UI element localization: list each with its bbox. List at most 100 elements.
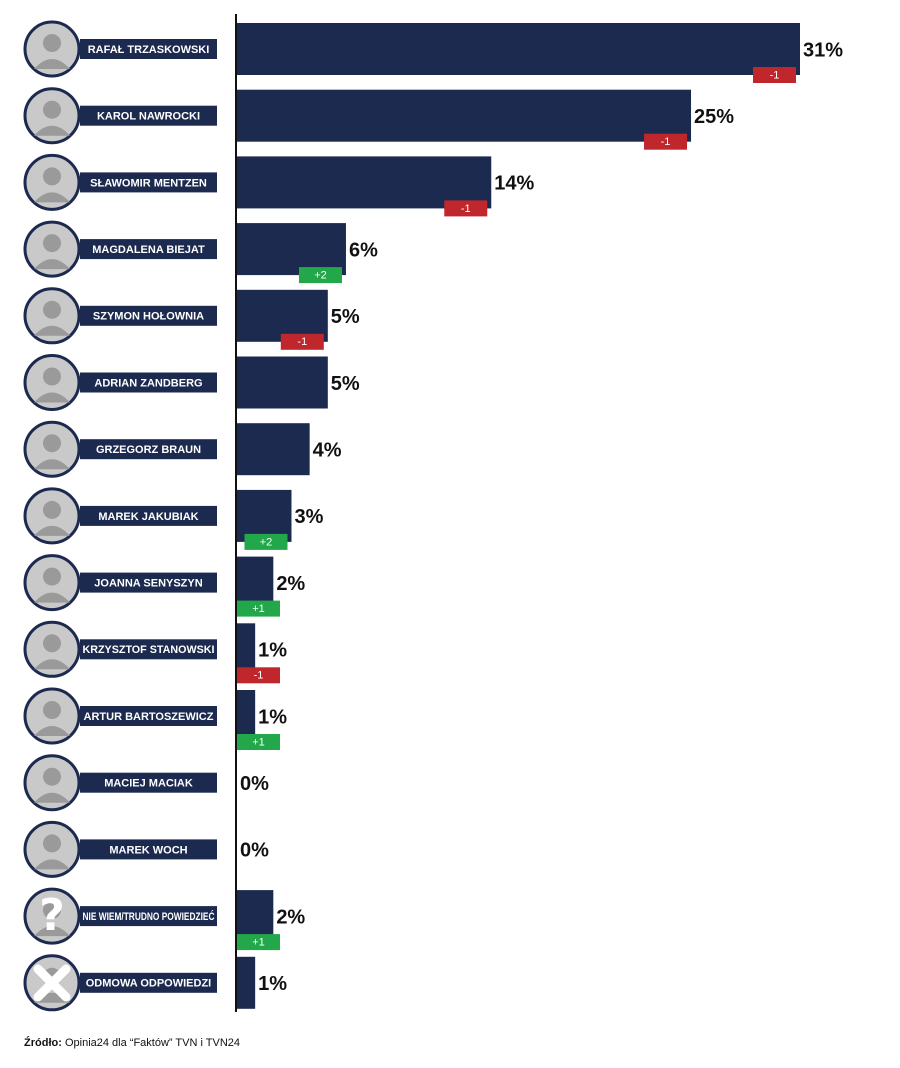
change-label: -1 (461, 203, 471, 215)
avatar-body (34, 659, 70, 670)
bar (237, 556, 274, 609)
name-box (80, 39, 217, 59)
category-label: ADRIAN ZANDBERG (94, 377, 202, 389)
value-label: 2% (276, 573, 305, 595)
name-box (80, 639, 217, 660)
avatar-head (43, 367, 61, 386)
change-label: -1 (297, 336, 307, 348)
avatar-head (43, 634, 61, 653)
category-label: MACIEJ MACIAK (104, 778, 193, 790)
value-label: 5% (331, 306, 360, 328)
change-label: +2 (314, 270, 327, 282)
name-box (80, 972, 217, 993)
change-badge (298, 267, 342, 284)
change-label: +2 (260, 536, 273, 548)
category-label: SZYMON HOŁOWNIA (93, 311, 204, 323)
change-label: +1 (252, 736, 265, 748)
change-label: -1 (661, 136, 671, 148)
value-label: 31% (803, 39, 843, 61)
category-label: ODMOWA ODPOWIEDZI (86, 978, 211, 990)
change-badge (237, 600, 280, 617)
name-box (80, 372, 217, 393)
name-box (80, 105, 217, 126)
bar (237, 223, 346, 276)
change-badge (237, 934, 280, 951)
bar (237, 690, 256, 742)
change-label: -1 (254, 670, 264, 682)
name-box (80, 572, 217, 593)
change-badge (237, 667, 280, 684)
name-box (80, 839, 217, 860)
bar (237, 956, 256, 1009)
avatar-body (34, 726, 70, 736)
avatar-head (43, 434, 61, 453)
source-text: Opinia24 dla “Faktów” TVN i TVN24 (65, 1037, 240, 1049)
avatar-body (34, 392, 70, 403)
category-label: KRZYSZTOF STANOWSKI (83, 644, 215, 656)
change-badge (244, 533, 288, 550)
bar (237, 23, 800, 75)
value-label: 5% (331, 373, 360, 395)
category-label: KAROL NAWROCKI (97, 111, 200, 123)
value-label: 3% (294, 506, 323, 528)
bar (237, 89, 692, 142)
avatar-head (43, 834, 61, 853)
avatar-body (34, 192, 70, 203)
avatar-head (43, 967, 61, 986)
bar (237, 156, 492, 209)
name-box (80, 305, 217, 326)
value-label: 14% (494, 173, 534, 195)
category-label: MAGDALENA BIEJAT (92, 244, 205, 256)
bar (237, 890, 274, 943)
name-box (80, 239, 217, 260)
value-label: 2% (276, 906, 305, 928)
avatar-body (34, 259, 70, 270)
change-badge (644, 133, 688, 150)
category-label: RAFAŁ TRZASKOWSKI (88, 44, 210, 56)
bar (237, 356, 328, 409)
avatar-head (43, 901, 61, 920)
name-box (80, 772, 217, 793)
avatar-body (34, 59, 70, 69)
change-badge (444, 200, 488, 217)
category-label: GRZEGORZ BRAUN (96, 444, 201, 456)
category-label: MAREK JAKUBIAK (98, 511, 198, 523)
value-label: 25% (694, 106, 734, 128)
change-label: +1 (252, 937, 265, 949)
avatar-body (34, 592, 70, 603)
value-label: 4% (313, 439, 342, 461)
avatar-head (43, 234, 61, 253)
category-label: JOANNA SENYSZYN (94, 578, 202, 590)
name-box (80, 172, 217, 193)
avatar-head (43, 701, 61, 719)
category-label: ARTUR BARTOSZEWICZ (84, 711, 214, 723)
value-label: 0% (240, 840, 269, 862)
avatar-body (34, 325, 70, 336)
avatar-head (43, 300, 61, 319)
avatar-head (43, 500, 61, 519)
category-label: NIE WIEM/TRUDNO POWIEDZIEĆ (83, 910, 215, 923)
bar (237, 489, 292, 542)
value-label: 1% (258, 640, 287, 662)
category-label: SŁAWOMIR MENTZEN (90, 177, 207, 189)
avatar-head (43, 100, 61, 119)
value-label: 6% (349, 239, 378, 261)
bar (237, 623, 256, 676)
name-box (80, 706, 217, 726)
avatar-body (34, 459, 70, 470)
bar (237, 423, 310, 476)
avatar-body (34, 792, 70, 803)
name-box (80, 505, 217, 526)
bar (237, 289, 328, 342)
value-label: 1% (258, 706, 287, 728)
name-box (80, 439, 217, 460)
change-label: -1 (770, 69, 780, 81)
avatar-head (43, 767, 61, 786)
source: Źródło: Opinia24 dla “Faktów” TVN i TVN2… (24, 1036, 240, 1049)
change-label: +1 (252, 603, 265, 615)
change-badge (753, 67, 796, 83)
avatar-head (43, 567, 61, 586)
change-badge (237, 734, 280, 750)
